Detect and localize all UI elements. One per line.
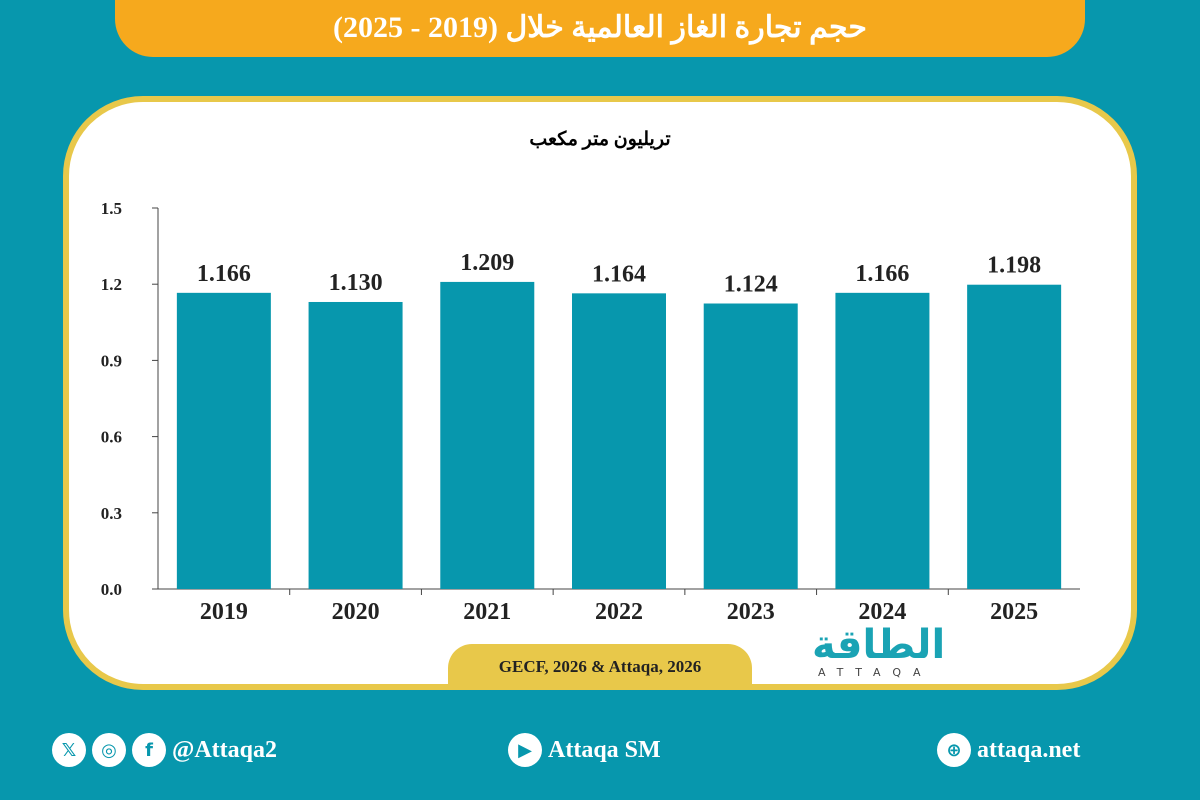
bar <box>703 303 798 589</box>
bar <box>308 301 403 589</box>
data-label: 1.130 <box>329 270 383 296</box>
bar <box>176 292 271 589</box>
y-tick-label: 1.2 <box>101 275 122 294</box>
youtube-handle[interactable]: Attaqa SM <box>548 736 661 763</box>
x-tick-label: 2021 <box>463 599 511 625</box>
bar <box>572 293 666 589</box>
bar <box>967 284 1062 589</box>
website-link[interactable]: attaqa.net <box>977 736 1081 763</box>
youtube-icon[interactable]: ▶ <box>508 733 542 767</box>
data-label: 1.209 <box>460 250 514 276</box>
facebook-icon[interactable]: f <box>132 733 166 767</box>
footer-social: 𝕏 ◎ f @Attaqa2 <box>52 733 277 767</box>
y-tick-label: 1.5 <box>101 199 122 218</box>
logo-english: ATTAQA <box>818 666 933 679</box>
x-tick-label: 2025 <box>990 599 1038 625</box>
social-handle[interactable]: @Attaqa2 <box>172 736 277 763</box>
x-tick-label: 2019 <box>200 599 248 625</box>
bar <box>835 292 930 589</box>
y-tick-label: 0.6 <box>101 428 122 447</box>
attaqa-logo: الطاقة ATTAQA <box>812 622 972 682</box>
data-label: 1.198 <box>987 253 1041 279</box>
chart-title: حجم تجارة الغاز العالمية خلال (2019 - 20… <box>115 0 1085 57</box>
x-tick-label: 2024 <box>858 599 906 625</box>
x-tick-label: 2023 <box>727 599 775 625</box>
data-label: 1.124 <box>724 272 778 298</box>
data-label: 1.166 <box>855 261 909 287</box>
x-tick-label: 2022 <box>595 599 643 625</box>
x-tick-label: 2020 <box>332 599 380 625</box>
y-tick-label: 0.0 <box>101 580 122 599</box>
bar <box>440 281 535 589</box>
instagram-icon[interactable]: ◎ <box>92 733 126 767</box>
y-tick-label: 0.9 <box>101 351 122 370</box>
x-icon[interactable]: 𝕏 <box>52 733 86 767</box>
y-axis-unit: تريليون متر مكعب <box>529 129 671 150</box>
data-label: 1.166 <box>197 261 251 287</box>
globe-icon[interactable]: ⊕ <box>937 733 971 767</box>
source-label: GECF, 2026 & Attaqa, 2026 <box>448 644 752 690</box>
footer-youtube: ▶ Attaqa SM <box>508 733 661 767</box>
data-label: 1.164 <box>592 261 646 287</box>
y-tick-label: 0.3 <box>101 504 122 523</box>
footer-website: ⊕ attaqa.net <box>937 733 1080 767</box>
logo-arabic: الطاقة <box>812 622 946 668</box>
